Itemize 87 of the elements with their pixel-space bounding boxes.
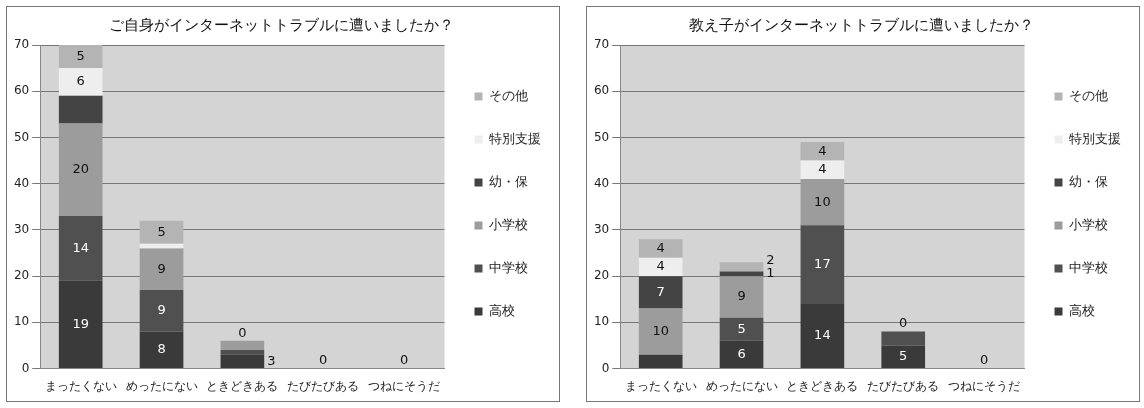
legend-label: 特別支援 [489, 130, 541, 146]
bar [58, 123, 103, 217]
data-label: 9 [157, 302, 166, 318]
legend-label: 高校 [489, 302, 515, 318]
data-label: 0 [238, 324, 247, 340]
bar [58, 95, 103, 124]
y-tick-label: 20 [13, 268, 30, 283]
x-tick-label: つねにそうだ [368, 378, 441, 393]
data-label: 5 [737, 320, 746, 336]
data-label: 9 [157, 260, 166, 276]
y-tick-label: 70 [593, 37, 610, 52]
data-label: 19 [72, 315, 89, 331]
data-label: 9 [737, 288, 746, 304]
data-label: 4 [818, 161, 827, 177]
y-tick-label: 0 [601, 360, 610, 375]
y-tick-label: 40 [13, 175, 30, 190]
data-label: 0 [399, 352, 409, 368]
legend-label: 小学校 [489, 216, 528, 232]
data-label: 6 [737, 345, 746, 361]
y-tick-label: 30 [593, 222, 610, 237]
y-tick-label: 30 [13, 222, 30, 237]
x-tick-label: たびたびある [287, 378, 360, 393]
y-tick-label: 70 [13, 37, 30, 52]
y-tick-label: 40 [593, 175, 610, 190]
x-tick-label: まったくない [624, 378, 697, 393]
chart-title: 教え子がインターネットトラブルに遭いましたか？ [688, 15, 1034, 34]
data-label: 1 [766, 265, 775, 281]
y-tick-label: 0 [21, 360, 30, 375]
bar [800, 225, 845, 304]
y-tick-label: 50 [13, 129, 30, 144]
x-tick-label: めったにない [705, 378, 778, 393]
bar [719, 276, 764, 318]
legend-label: 特別支援 [1069, 130, 1121, 146]
bar [220, 350, 265, 355]
data-label: 10 [814, 193, 831, 209]
x-tick-label: ときどきある [786, 378, 859, 393]
data-label: 14 [72, 239, 89, 255]
data-label: 4 [656, 258, 665, 274]
bar [220, 354, 265, 369]
legend-label: その他 [489, 87, 528, 103]
legend-label: 中学校 [1069, 259, 1108, 275]
x-tick-label: めったにない [125, 378, 198, 393]
x-tick-label: たびたびある [867, 378, 940, 393]
data-label: 20 [72, 161, 89, 177]
legend-label: 高校 [1069, 302, 1095, 318]
data-label: 10 [652, 322, 669, 338]
legend-label: 小学校 [1069, 216, 1108, 232]
bar [800, 303, 845, 369]
bar [638, 276, 683, 309]
data-label: 0 [979, 352, 989, 368]
y-tick-label: 10 [13, 314, 30, 329]
chart-title: ご自身がインターネットトラブルに遭いましたか？ [108, 15, 454, 34]
data-label: 3 [267, 352, 276, 368]
bar [638, 354, 683, 369]
bar [58, 68, 103, 96]
bar [58, 216, 103, 281]
bar [58, 280, 103, 369]
y-tick-label: 50 [593, 129, 610, 144]
data-label: 4 [818, 142, 827, 158]
data-label: 5 [157, 223, 166, 239]
data-label: 6 [76, 73, 85, 89]
data-label: 7 [656, 283, 665, 299]
y-tick-label: 60 [13, 83, 30, 98]
data-label: 2 [766, 252, 775, 268]
legend-label: 幼・保 [489, 173, 528, 189]
bar [139, 248, 184, 291]
data-label: 0 [899, 315, 908, 331]
data-label: 5 [899, 348, 908, 364]
legend-label: その他 [1069, 87, 1108, 103]
data-label: 0 [319, 352, 328, 368]
legend-label: 中学校 [489, 259, 528, 275]
legend-label: 幼・保 [1069, 173, 1108, 189]
x-tick-label: まったくない [44, 378, 117, 393]
bar [881, 331, 926, 346]
data-label: 5 [76, 47, 85, 63]
data-label: 4 [656, 239, 665, 255]
data-label: 8 [157, 341, 166, 357]
y-tick-label: 10 [593, 314, 610, 329]
x-tick-label: ときどきある [206, 378, 279, 393]
bar [719, 262, 764, 272]
y-tick-label: 60 [593, 83, 610, 98]
bar [220, 340, 265, 351]
y-tick-label: 20 [593, 268, 610, 283]
data-label: 17 [814, 255, 831, 271]
bar [139, 290, 184, 332]
x-tick-label: つねにそうだ [948, 378, 1021, 393]
data-label: 14 [814, 327, 831, 343]
